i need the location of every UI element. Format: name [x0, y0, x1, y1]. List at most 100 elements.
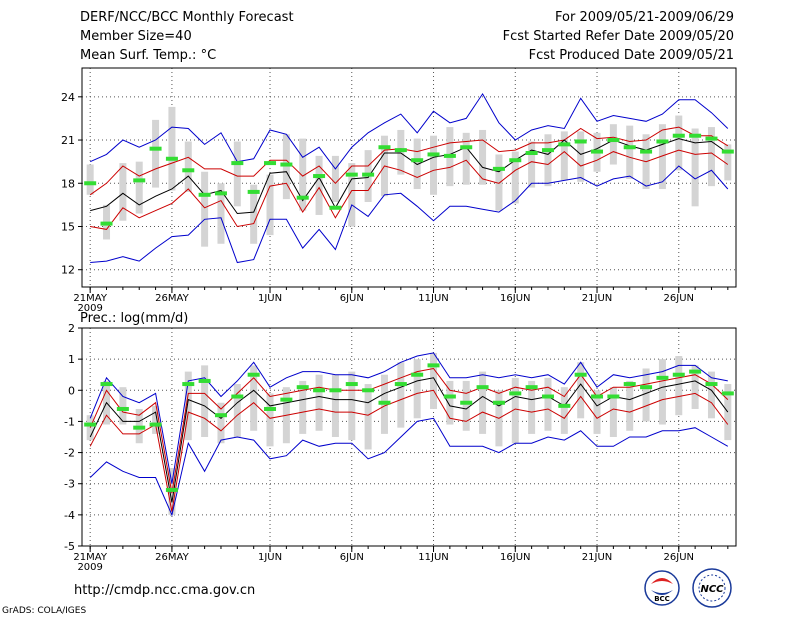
spread-box — [724, 384, 732, 441]
spread-box — [626, 125, 634, 179]
observed-mark — [411, 158, 424, 163]
spread-box — [528, 141, 536, 188]
observed-mark — [133, 425, 146, 430]
observed-mark — [231, 161, 244, 166]
spread-box — [707, 371, 715, 419]
chart-title: DERF/NCC/BCC Monthly Forecast — [80, 10, 294, 25]
observed-mark — [296, 385, 309, 390]
spread-box — [135, 161, 143, 214]
spread-box — [462, 380, 470, 431]
spread-box — [201, 171, 209, 247]
observed-mark — [672, 133, 685, 138]
observed-mark — [149, 422, 162, 427]
x-tick-label: 21JUN — [582, 552, 612, 563]
spread-box — [462, 132, 470, 185]
observed-mark — [214, 413, 227, 418]
observed-mark — [313, 388, 326, 393]
spread-box — [658, 124, 666, 190]
observed-mark — [525, 385, 538, 390]
observed-mark — [313, 174, 326, 179]
observed-mark — [280, 397, 293, 402]
observed-mark — [247, 189, 260, 194]
x-tick-label: 26MAY — [155, 293, 189, 304]
observed-mark — [541, 394, 554, 399]
y-tick-label: 0 — [68, 384, 75, 397]
observed-mark — [133, 178, 146, 183]
spread-box — [348, 163, 356, 227]
spread-box — [397, 129, 405, 175]
spread-box — [299, 380, 307, 434]
spread-box — [609, 124, 617, 165]
observed-mark — [116, 406, 129, 411]
observed-mark — [640, 385, 653, 390]
x-tick-label: 21MAY — [73, 293, 107, 304]
bcc-logo-ring — [644, 570, 680, 606]
y-tick-label: 12 — [61, 264, 75, 277]
observed-mark — [509, 158, 522, 163]
ncc-logo-text: NCC — [700, 584, 724, 595]
observed-mark — [165, 487, 178, 492]
spread-box — [315, 374, 323, 431]
spread-box — [282, 134, 290, 200]
spread-box — [430, 135, 438, 195]
observed-mark — [623, 145, 636, 150]
y-tick-label: 1 — [68, 353, 75, 366]
spread-box — [184, 371, 192, 441]
spread-box — [250, 365, 258, 431]
observed-mark — [362, 388, 375, 393]
observed-mark — [198, 192, 211, 197]
grads-credit: GrADS: COLA/IGES — [2, 606, 87, 616]
observed-mark — [721, 391, 734, 396]
observed-mark — [427, 363, 440, 368]
observed-mark — [476, 385, 489, 390]
spread-box — [707, 127, 715, 187]
observed-mark — [329, 205, 342, 210]
bcc-logo-swirl — [651, 578, 673, 584]
x-tick-label: 11JUN — [418, 293, 448, 304]
ncc-logo-ring — [692, 568, 732, 608]
spread-box — [86, 164, 94, 195]
observed-mark — [394, 382, 407, 387]
observed-mark — [525, 151, 538, 156]
observed-mark — [607, 138, 620, 143]
observed-mark — [509, 391, 522, 396]
y-tick-label: -2 — [64, 447, 75, 460]
observed-mark — [672, 372, 685, 377]
observed-mark — [264, 406, 277, 411]
variable-label: Mean Surf. Temp.: °C — [80, 48, 217, 63]
spread-box — [413, 138, 421, 190]
spread-box — [266, 174, 274, 236]
spread-box — [511, 377, 519, 444]
spread-box — [315, 155, 323, 215]
y-tick-label: 21 — [61, 134, 75, 147]
x-tick-label: 16JUN — [500, 293, 530, 304]
y-tick-label: 24 — [61, 91, 75, 104]
observed-mark — [378, 145, 391, 150]
observed-mark — [345, 172, 358, 177]
observed-mark — [182, 168, 195, 173]
observed-mark — [443, 153, 456, 158]
series-spread-upper — [89, 367, 729, 494]
spread-box — [577, 131, 585, 182]
spread-box — [642, 368, 650, 422]
observed-mark — [100, 382, 113, 387]
observed-mark — [296, 195, 309, 200]
observed-mark — [231, 394, 244, 399]
spread-box — [479, 129, 487, 185]
spread-box — [511, 151, 519, 204]
y-tick-label: -5 — [64, 540, 75, 553]
spread-box — [233, 141, 241, 207]
spread-box — [495, 154, 503, 211]
series-ensemble-min — [89, 417, 729, 517]
bcc-logo-text: BCC — [654, 595, 670, 603]
observed-mark — [411, 372, 424, 377]
spread-box — [168, 106, 176, 191]
fcst-started-date: Fcst Started Refer Date 2009/05/20 — [502, 29, 734, 44]
y-tick-label: 2 — [68, 322, 75, 335]
x-tick-label: 21JUN — [582, 293, 612, 304]
observed-mark — [165, 156, 178, 161]
x-tick-label: 1JUN — [258, 552, 282, 563]
source-url[interactable]: http://cmdp.ncc.cma.gov.cn — [74, 583, 256, 598]
observed-mark — [362, 172, 375, 177]
